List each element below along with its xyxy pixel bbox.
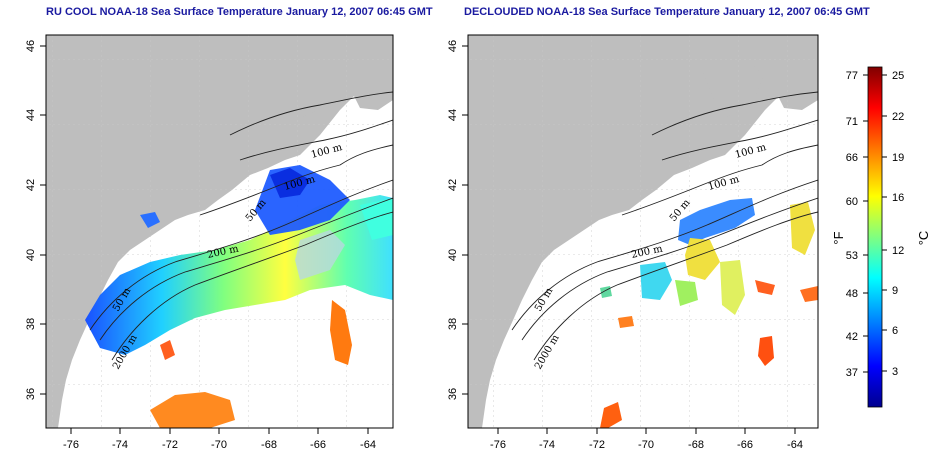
fahrenheit-tick: 48	[846, 288, 858, 300]
fahrenheit-tick: 71	[846, 116, 858, 128]
fahrenheit-tick: 77	[846, 70, 858, 82]
colorbar-gradient	[867, 66, 883, 408]
left-lon-tick: -66	[310, 439, 326, 451]
right-lon-axis: -76 -74 -72 -70 -68 -66 -64	[490, 428, 803, 451]
right-lon-tick: -72	[589, 439, 605, 451]
left-lon-axis: -76 -74 -72 -70 -68 -66 -64	[63, 428, 376, 451]
left-lat-tick: 46	[25, 40, 37, 52]
right-lat-tick: 38	[447, 318, 459, 330]
left-lon-tick: -68	[261, 439, 277, 451]
left-lat-tick: 42	[25, 179, 37, 191]
left-lon-tick: -72	[162, 439, 178, 451]
fahrenheit-tick: 60	[846, 196, 858, 208]
left-lat-tick: 38	[25, 318, 37, 330]
celsius-tick: 12	[892, 245, 904, 257]
right-lon-tick: -66	[737, 439, 753, 451]
left-lon-tick: -64	[360, 439, 376, 451]
left-lon-tick: -70	[211, 439, 227, 451]
left-lat-tick: 40	[25, 249, 37, 261]
left-lon-tick: -76	[63, 439, 79, 451]
colorbar: 77 71 66 60 53 48 42 37 °F 25 22 19 16 1…	[831, 66, 931, 408]
left-map: 100 m 100 m 50 m 200 m 50 m 2000 m 46 44…	[25, 34, 394, 451]
celsius-tick: 6	[892, 325, 898, 337]
left-lat-axis: 46 44 42 40 38 36	[25, 40, 46, 400]
celsius-scale: 25 22 19 16 12 9 6 3 °C	[882, 70, 931, 378]
right-sst-patch	[678, 198, 755, 245]
fahrenheit-tick: 66	[846, 152, 858, 164]
right-lat-tick: 44	[447, 109, 459, 121]
celsius-label: °C	[916, 231, 931, 246]
right-lon-tick: -70	[638, 439, 654, 451]
left-map-title: RU COOL NOAA-18 Sea Surface Temperature …	[46, 6, 433, 18]
left-lat-tick: 36	[25, 388, 37, 400]
right-map: 100 m 100 m 50 m 200 m 50 m 2000 m 46 44…	[447, 34, 819, 451]
fahrenheit-scale: 77 71 66 60 53 48 42 37 °F	[831, 70, 868, 379]
celsius-tick: 16	[892, 192, 904, 204]
fahrenheit-tick: 42	[846, 331, 858, 343]
fahrenheit-label: °F	[831, 231, 846, 244]
fahrenheit-tick: 37	[846, 367, 858, 379]
right-lat-tick: 42	[447, 179, 459, 191]
right-lat-tick: 46	[447, 40, 459, 52]
right-lon-tick: -76	[490, 439, 506, 451]
right-lon-tick: -64	[787, 439, 803, 451]
celsius-tick: 3	[892, 366, 898, 378]
right-lon-tick: -68	[688, 439, 704, 451]
celsius-tick: 25	[892, 70, 904, 82]
right-lat-axis: 46 44 42 40 38 36	[447, 40, 468, 400]
right-lon-tick: -74	[539, 439, 555, 451]
celsius-tick: 9	[892, 285, 898, 297]
right-map-title: DECLOUDED NOAA-18 Sea Surface Temperatur…	[464, 6, 870, 18]
left-lat-tick: 44	[25, 109, 37, 121]
right-lat-tick: 36	[447, 388, 459, 400]
right-lat-tick: 40	[447, 249, 459, 261]
celsius-tick: 22	[892, 111, 904, 123]
fahrenheit-tick: 53	[846, 250, 858, 262]
celsius-tick: 19	[892, 152, 904, 164]
left-lon-tick: -74	[112, 439, 128, 451]
